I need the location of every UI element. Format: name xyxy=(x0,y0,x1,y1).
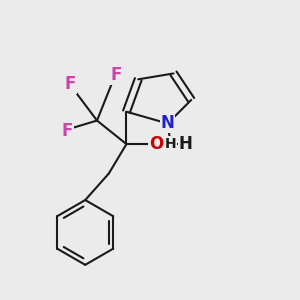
Text: H: H xyxy=(165,137,176,151)
Text: F: F xyxy=(65,75,76,93)
Text: H: H xyxy=(178,135,192,153)
Text: F: F xyxy=(110,66,122,84)
Text: N: N xyxy=(161,115,175,133)
Text: O: O xyxy=(149,135,163,153)
Text: F: F xyxy=(62,122,73,140)
